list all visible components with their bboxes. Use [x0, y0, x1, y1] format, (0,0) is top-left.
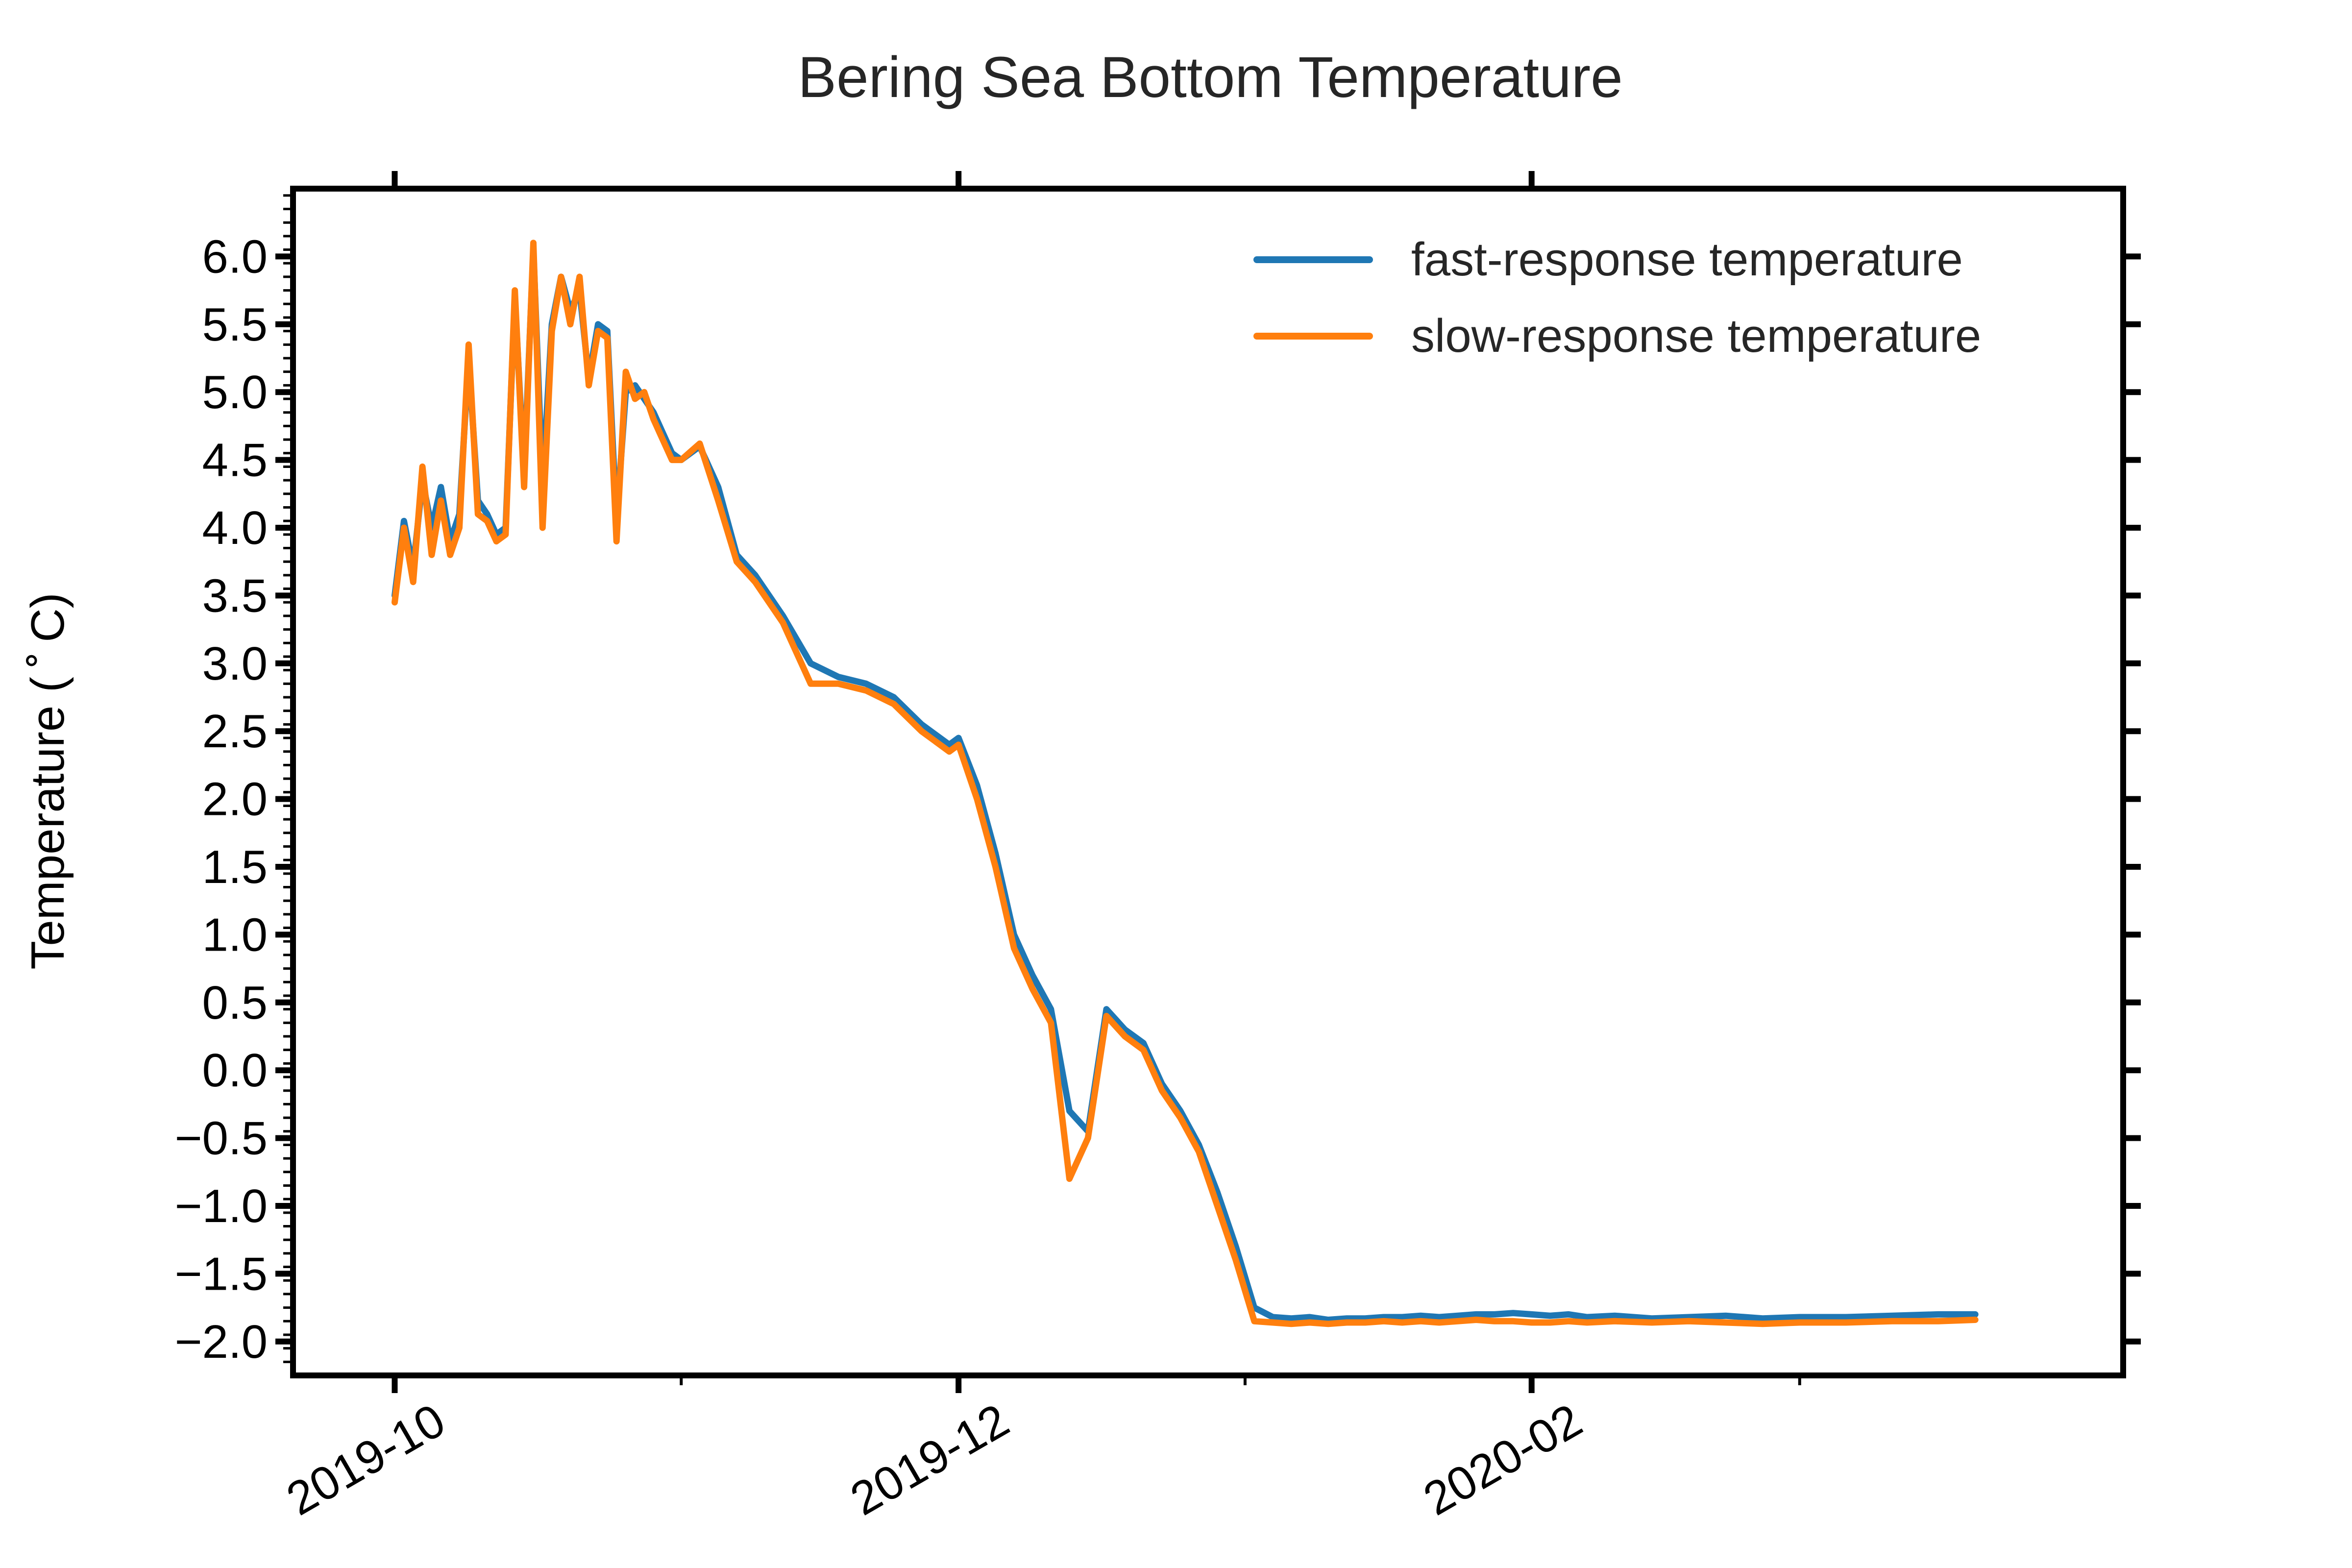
y-tick-label: 2.5	[202, 705, 268, 758]
plot-area	[290, 186, 2126, 1378]
y-tick-label: 3.5	[202, 569, 268, 622]
legend-label-slow-response: slow-response temperature	[1411, 310, 1981, 362]
y-tick-label: 1.0	[202, 908, 268, 961]
y-tick-label: 5.0	[202, 366, 268, 418]
y-tick-label: 1.5	[202, 841, 268, 893]
axes-frame	[290, 186, 2126, 1378]
legend-label-fast-response: fast-response temperature	[1411, 233, 1963, 286]
series-layer	[392, 240, 1979, 1327]
y-axis-label: Temperature ( ˚ C)	[22, 592, 74, 969]
legend: fast-response temperature slow-response …	[1253, 233, 1981, 362]
y-tick-label: −0.5	[174, 1112, 268, 1165]
y-tick-label: −2.0	[174, 1316, 268, 1368]
y-axis: −2.0 −1.5 −1.0 −0.5 0.0 0.5 1.0 1.5 2.0 2.5 3.0 3.5…	[174, 194, 2141, 1368]
y-tick-label: 0.5	[202, 977, 268, 1029]
y-tick-label: 4.0	[202, 502, 268, 554]
y-tick-label: −1.0	[174, 1180, 268, 1232]
y-tick-label: 6.0	[202, 230, 268, 283]
y-tick-label: 0.0	[202, 1044, 268, 1097]
series-line-slow-response	[392, 240, 1979, 1327]
y-tick-label: 5.5	[202, 298, 268, 351]
chart-title: Bering Sea Bottom Temperature	[798, 45, 1623, 110]
y-tick-label: 3.0	[202, 637, 268, 690]
y-tick-label: −1.5	[174, 1248, 268, 1300]
y-tick-label: 2.0	[202, 773, 268, 826]
y-tick-label: 4.5	[202, 434, 268, 487]
